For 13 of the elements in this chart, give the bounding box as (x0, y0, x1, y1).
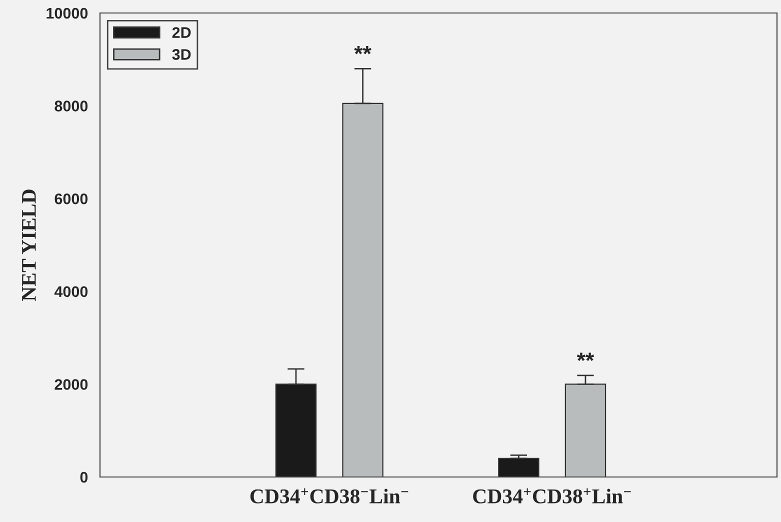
annotation: ** (354, 46, 372, 54)
y-axis-title: NET YIELD (22, 190, 36, 302)
legend-label: 3D (172, 49, 191, 60)
legend-label: 2D (172, 27, 191, 38)
y-tick-label: 2000 (54, 379, 88, 390)
x-tick-label: CD34$^{+}$CD38$^{−}$Lin$^{−}$ (250, 488, 408, 504)
y-tick-label: 10000 (46, 8, 88, 19)
x-tick-label: CD34$^{+}$CD38$^{+}$Lin$^{−}$ (473, 488, 631, 504)
y-tick-label: 4000 (54, 286, 88, 298)
y-tick-label: 8000 (54, 100, 88, 112)
y-tick-label: 0 (80, 472, 88, 483)
y-tick-label: 6000 (54, 193, 88, 204)
annotation: ** (576, 352, 594, 361)
